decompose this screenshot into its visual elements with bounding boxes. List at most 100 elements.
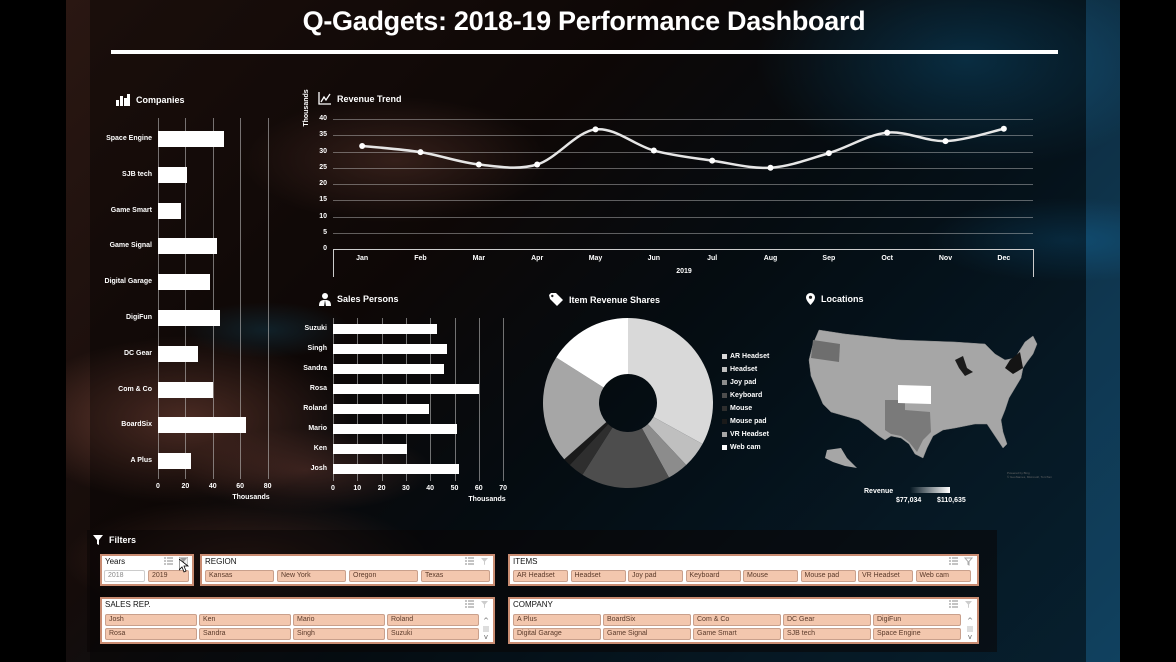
legend-item[interactable]: Headset [722,366,757,373]
data-point[interactable] [359,142,366,149]
slicer-option[interactable]: VR Headset [858,570,913,582]
bar[interactable] [333,344,448,354]
legend-swatch [722,354,727,359]
data-point[interactable] [825,150,832,157]
donut-slice[interactable] [569,424,613,475]
bar[interactable] [158,417,246,434]
bar[interactable] [158,345,198,362]
donut-slice[interactable] [628,318,713,444]
slicer-option[interactable]: Space Engine [873,628,961,640]
multi-select-icon[interactable] [465,600,474,608]
category-label: SJB tech [122,170,152,178]
bar[interactable] [158,131,224,147]
legend-item[interactable]: AR Headset [722,353,769,360]
data-point[interactable] [942,138,949,145]
slicer-option[interactable]: Rosa [105,628,197,640]
slicer-option[interactable]: Com & Co [693,614,781,626]
slicer-option[interactable]: Digital Garage [513,628,601,640]
scroll-up-button[interactable]: ^ [967,617,973,625]
slicer-option[interactable]: A Plus [513,614,601,626]
scroll-down-button[interactable]: v [967,633,973,641]
multi-select-icon[interactable] [949,600,958,608]
slicer-option[interactable]: Game Signal [603,628,691,640]
slicer-option[interactable]: DigiFun [873,614,961,626]
clear-filter-icon[interactable] [964,557,973,566]
data-point[interactable] [1000,125,1007,132]
slicer-option[interactable]: Texas [421,570,490,582]
scrollbar-thumb[interactable] [967,626,973,632]
donut-slice[interactable] [564,422,609,465]
slicer-option[interactable]: DC Gear [783,614,871,626]
slicer-option[interactable]: Roland [387,614,479,626]
legend-item[interactable]: Mouse pad [722,418,767,425]
legend-item[interactable]: Joy pad [722,379,756,386]
slicer-option[interactable]: Mouse pad [800,570,856,582]
legend-item[interactable]: VR Headset [722,431,769,438]
slicer-option[interactable]: AR Headset [513,570,568,582]
item-revenue-title: Item Revenue Shares [569,294,661,305]
slicer-option[interactable]: Ken [199,614,291,626]
slicer-option[interactable]: Mario [293,614,385,626]
bar[interactable] [158,166,187,183]
bar[interactable] [333,324,438,334]
slicer-option[interactable]: 2018 [104,570,145,582]
clear-filter-icon[interactable] [480,600,489,609]
slicer-option[interactable]: SJB tech [783,628,871,640]
slicer-option[interactable]: Headset [570,570,626,582]
data-point[interactable] [884,129,891,136]
slicer-option[interactable]: BoardSix [603,614,691,626]
scroll-up-button[interactable]: ^ [483,617,489,625]
legend-item[interactable]: Web cam [722,444,761,451]
slicer-option[interactable]: Sandra [199,628,291,640]
clear-filter-icon[interactable] [179,557,188,566]
bar[interactable] [158,453,191,470]
scrollbar-thumb[interactable] [483,626,489,632]
bar[interactable] [333,404,429,414]
bar[interactable] [333,464,460,474]
slicer-option[interactable]: Keyboard [685,570,741,582]
bar[interactable] [333,444,408,454]
multi-select-icon[interactable] [465,557,474,565]
clear-filter-icon[interactable] [964,600,973,609]
scroll-down-button[interactable]: v [483,633,489,641]
data-point[interactable] [534,161,541,168]
donut-slice[interactable] [542,357,607,460]
donut-slice[interactable] [556,318,628,388]
slicer-option[interactable]: New York [277,570,346,582]
slicer-option[interactable]: Web cam [915,570,971,582]
donut-slice[interactable] [582,427,669,488]
data-point[interactable] [592,126,599,133]
multi-select-icon[interactable] [164,557,173,565]
data-point[interactable] [767,164,774,171]
slicer-option[interactable]: Joy pad [628,570,683,582]
donut-slice[interactable] [647,416,703,465]
bar[interactable] [158,238,217,255]
slicer-option[interactable]: 2019 [148,570,189,582]
data-point[interactable] [475,161,482,168]
data-point[interactable] [417,149,424,156]
multi-select-icon[interactable] [949,557,958,565]
bar[interactable] [333,364,444,374]
axis-tick: Feb [414,255,427,262]
bar[interactable] [333,384,479,394]
slicer-option[interactable]: Josh [105,614,197,626]
bar[interactable] [158,310,220,326]
slicer-option[interactable]: Game Smart [693,628,781,640]
slicer-option[interactable]: Suzuki [387,628,479,640]
bar[interactable] [158,274,211,291]
data-point[interactable] [650,147,657,154]
bar[interactable] [158,202,182,219]
legend-item[interactable]: Mouse [722,405,752,412]
us-map[interactable] [805,320,1040,480]
slicer-option[interactable]: Oregon [349,570,418,582]
slicer-option[interactable]: Mouse [743,570,798,582]
gridline [405,318,407,481]
legend-item[interactable]: Keyboard [722,392,762,399]
slicer-option[interactable]: Kansas [205,570,274,582]
data-point[interactable] [709,157,716,164]
slicer-option[interactable]: Singh [293,628,385,640]
bar[interactable] [158,381,213,398]
donut-slice[interactable] [641,424,687,478]
clear-filter-icon[interactable] [480,557,489,566]
bar[interactable] [333,424,457,434]
